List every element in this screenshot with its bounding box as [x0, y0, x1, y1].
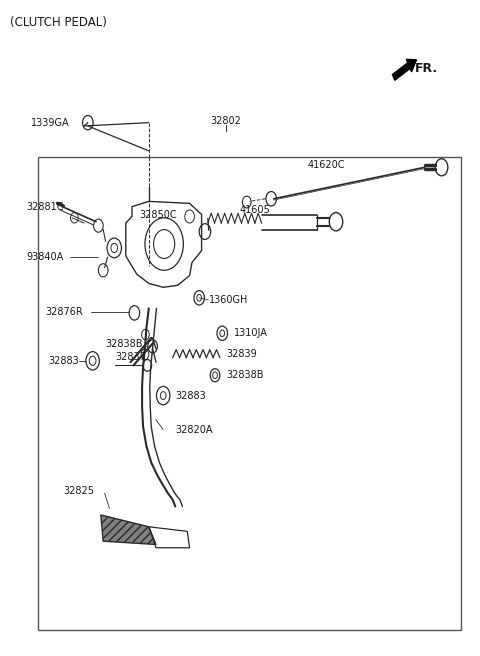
- Text: 32837: 32837: [115, 352, 146, 362]
- Text: 93840A: 93840A: [26, 252, 64, 262]
- Text: FR.: FR.: [415, 62, 438, 75]
- Text: 32838B: 32838B: [227, 370, 264, 380]
- Text: 41605: 41605: [240, 205, 271, 215]
- Text: 1360GH: 1360GH: [209, 295, 248, 305]
- Text: 32883: 32883: [175, 390, 206, 401]
- Text: 1310JA: 1310JA: [234, 328, 268, 338]
- Bar: [38, 157, 461, 630]
- Polygon shape: [101, 515, 156, 544]
- Text: 32883: 32883: [48, 356, 79, 366]
- Text: 1339GA: 1339GA: [31, 117, 70, 128]
- FancyArrow shape: [393, 59, 417, 80]
- Text: 32825: 32825: [63, 485, 95, 496]
- Text: (CLUTCH PEDAL): (CLUTCH PEDAL): [10, 16, 107, 30]
- Text: 32839: 32839: [227, 349, 257, 359]
- Text: 32850C: 32850C: [139, 210, 177, 220]
- Text: 32820A: 32820A: [175, 424, 213, 435]
- Text: 41620C: 41620C: [307, 160, 345, 171]
- Text: 32838B: 32838B: [106, 339, 143, 350]
- Text: 32876R: 32876R: [46, 307, 84, 318]
- Text: 32802: 32802: [210, 116, 241, 127]
- Text: 32881C: 32881C: [26, 201, 64, 212]
